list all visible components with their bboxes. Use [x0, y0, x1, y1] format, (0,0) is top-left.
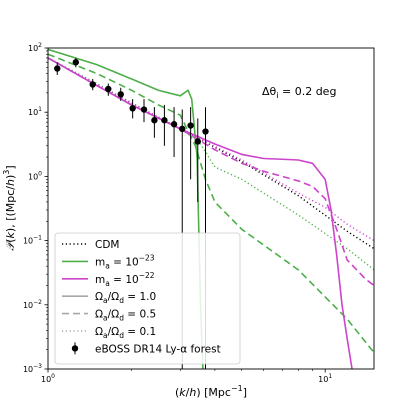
data-point	[194, 138, 201, 145]
series-line-ma22_r05	[48, 57, 374, 287]
series-line-ma23_r05	[48, 53, 374, 354]
data-point	[170, 121, 178, 128]
data-point	[187, 122, 194, 129]
legend-box	[54, 232, 241, 365]
data-point	[105, 85, 112, 93]
data-point	[202, 128, 209, 135]
legend-entry: Ωa/Ωd = 0.5	[62, 309, 156, 323]
legend-label: Ωa/Ωd = 0.5	[95, 309, 156, 323]
y-axis-label: 𝒫(k), [(Mpc/h)3]	[2, 165, 17, 250]
data-point	[117, 91, 124, 98]
data-point	[151, 117, 158, 124]
legend-entry: ma = 10−22	[62, 271, 155, 288]
data-point	[89, 81, 96, 88]
legend-entry: Ωa/Ωd = 0.1	[62, 326, 156, 340]
data-point	[54, 65, 61, 72]
x-tick-label: 101	[318, 373, 332, 384]
data-point	[179, 125, 186, 133]
y-tick-label: 101	[28, 106, 42, 117]
data-point	[129, 105, 136, 112]
legend-label: Ωa/Ωd = 1.0	[95, 291, 156, 305]
y-tick-label: 102	[28, 42, 42, 53]
legend-label: Ωa/Ωd = 0.1	[95, 326, 156, 340]
data-point	[72, 59, 80, 66]
y-tick-label: 10−2	[23, 299, 42, 310]
legend-entry: ma = 10−23	[62, 253, 155, 270]
data-point	[161, 117, 168, 124]
ticks-layer: 10−3 10−2 10−1 100 101 102 100 101	[23, 42, 332, 384]
y-tick-label: 100	[28, 170, 42, 181]
series-line-ma23_r10	[48, 48, 204, 369]
annotation-label: Δθi = 0.2 deg	[262, 85, 336, 100]
legend-marker	[71, 345, 79, 352]
legend-label: CDM	[95, 239, 119, 251]
y-tick-label: 10−1	[23, 235, 42, 246]
legend-entry: CDM	[62, 239, 119, 251]
legend-label: ma = 10−23	[95, 253, 155, 270]
plot-frame	[47, 47, 375, 370]
data-point	[140, 106, 148, 113]
x-tick-label: 100	[41, 373, 55, 384]
y-tick-label: 10−3	[23, 363, 42, 374]
legend-entry: eBOSS DR14 Ly-α forest	[71, 342, 221, 355]
legend-entry: Ωa/Ωd = 1.0	[62, 291, 156, 305]
x-axis-label: (k/h) [Mpc−1]	[175, 384, 247, 399]
legend-label: ma = 10−22	[95, 271, 155, 288]
legend-label: eBOSS DR14 Ly-α forest	[95, 343, 221, 355]
